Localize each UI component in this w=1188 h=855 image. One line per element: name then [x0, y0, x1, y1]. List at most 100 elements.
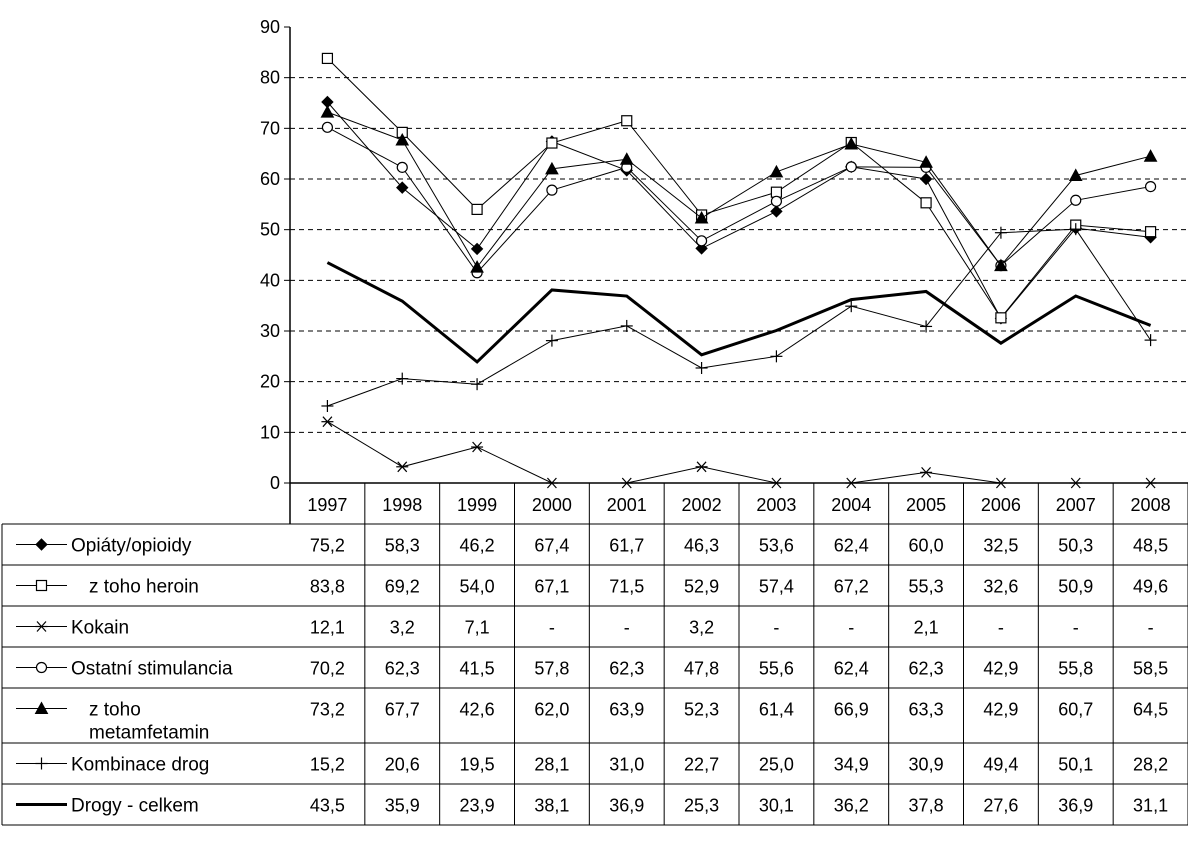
- table-cell: 62,4: [834, 659, 869, 679]
- x-tick-label: 2006: [981, 495, 1021, 515]
- table-cell: 73,2: [310, 700, 345, 720]
- y-tick-label: 50: [260, 220, 280, 240]
- y-tick-label: 0: [270, 473, 280, 493]
- table-cell: 60,0: [909, 536, 944, 556]
- table-cell: -: [848, 618, 854, 638]
- table-row: Drogy - celkem 43,5 35,9 23,9 38,1 36,9 25,3 30…: [16, 796, 1168, 817]
- series-7: [326, 261, 1152, 364]
- table-cell: 62,3: [385, 659, 420, 679]
- x-tick-label: 2003: [756, 495, 796, 515]
- x-tick-label: 2002: [682, 495, 722, 515]
- x-tick-label: 2000: [532, 495, 572, 515]
- data-point: [994, 258, 1008, 272]
- table-cell: 67,2: [834, 577, 869, 597]
- data-point: [470, 242, 484, 256]
- series-line: [327, 421, 1151, 484]
- data-point: [1070, 194, 1082, 206]
- data-point: [845, 161, 857, 173]
- table-cell: 3,2: [390, 618, 415, 638]
- data-point: [321, 416, 334, 428]
- data-point: [770, 205, 783, 218]
- data-point: [396, 461, 409, 473]
- data-point: [621, 115, 633, 127]
- table-cell: 62,4: [834, 536, 869, 556]
- table-cell: 46,3: [684, 536, 719, 556]
- legend-label: Opiáty/opioidy: [71, 536, 192, 557]
- table-cell: 3,2: [689, 618, 714, 638]
- data-point: [770, 186, 783, 198]
- series-3: [321, 416, 1157, 489]
- data-point: [1144, 226, 1157, 238]
- table-cell: 37,8: [909, 796, 944, 816]
- data-point: [920, 466, 933, 478]
- table-cell: 62,3: [909, 659, 944, 679]
- table-cell: 15,2: [310, 755, 345, 775]
- data-point: [1068, 168, 1083, 181]
- table-cell: 57,4: [759, 577, 794, 597]
- data-point: [320, 105, 335, 118]
- series-1: [321, 95, 1157, 325]
- table-cell: -: [1148, 618, 1154, 638]
- legend-label: z toho: [89, 700, 141, 721]
- table-cell: 67,7: [385, 700, 420, 720]
- data-point: [919, 155, 933, 168]
- table-cell: 61,7: [609, 536, 644, 556]
- table-cell: 49,4: [983, 755, 1018, 775]
- y-tick-label: 10: [260, 422, 280, 442]
- table-cell: 54,0: [460, 577, 495, 597]
- table-cell: 47,8: [684, 659, 719, 679]
- table-cell: 52,9: [684, 577, 719, 597]
- table-row: Ostatní stimulancia 70,2 62,3 41,5 57,8 62,3 4…: [16, 659, 1168, 680]
- table-cell: 34,9: [834, 755, 869, 775]
- x-tick-label: 2005: [906, 495, 946, 515]
- data-point: [396, 181, 409, 194]
- table-cell: 42,6: [460, 700, 495, 720]
- legend-key: [16, 661, 67, 674]
- table-cell: 50,1: [1058, 755, 1093, 775]
- table-cell: 58,5: [1133, 659, 1168, 679]
- y-tick-label: 20: [260, 372, 280, 392]
- table-cell: 36,9: [609, 796, 644, 816]
- legend-key: [16, 701, 67, 714]
- table-cell: 58,3: [385, 536, 420, 556]
- table-cell: 69,2: [385, 577, 420, 597]
- table-cell: 30,1: [759, 796, 794, 816]
- data-point: [471, 203, 483, 215]
- data-point: [546, 184, 558, 196]
- data-point: [770, 350, 783, 363]
- table-cell: 27,6: [983, 796, 1018, 816]
- data-point: [471, 441, 484, 453]
- table-cell: 55,6: [759, 659, 794, 679]
- table-cell: 30,9: [909, 755, 944, 775]
- table-cell: 19,5: [460, 755, 495, 775]
- table-cell: 12,1: [310, 618, 345, 638]
- data-point: [845, 300, 858, 313]
- table-cell: 71,5: [609, 577, 644, 597]
- table-cell: 75,2: [310, 536, 345, 556]
- table-cell: 55,3: [909, 577, 944, 597]
- data-point: [770, 195, 783, 207]
- table-cell: 22,7: [684, 755, 719, 775]
- legend-marker: [35, 757, 48, 770]
- y-tick-label: 80: [260, 68, 280, 88]
- data-point: [471, 378, 484, 391]
- data-point: [470, 260, 484, 273]
- data-point: [395, 132, 410, 146]
- data-point: [695, 235, 708, 247]
- legend-label: Kokain: [71, 618, 129, 639]
- series-line: [326, 261, 1152, 364]
- table-row: z toho heroin 83,8 69,2 54,0 67,1 71,5 52,9 57,…: [16, 577, 1168, 598]
- table-cell: 42,9: [983, 700, 1018, 720]
- table-cell: 31,1: [1133, 796, 1168, 816]
- table-cell: 67,1: [534, 577, 569, 597]
- table-cell: 23,9: [460, 796, 495, 816]
- x-tick-label: 2007: [1056, 495, 1096, 515]
- table-cell: 67,4: [534, 536, 569, 556]
- table-cell: 83,8: [310, 577, 345, 597]
- table-cell: 49,6: [1133, 577, 1168, 597]
- table-cell: 53,6: [759, 536, 794, 556]
- data-point: [769, 164, 784, 178]
- table-cell: -: [998, 618, 1004, 638]
- table-cell: 48,5: [1133, 536, 1168, 556]
- table-cell: 46,2: [460, 536, 495, 556]
